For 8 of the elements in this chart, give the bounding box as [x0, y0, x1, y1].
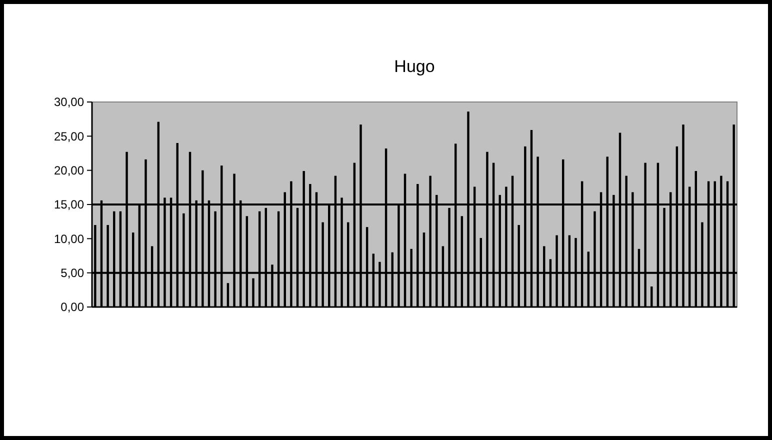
y-tick-label: 0,00 [60, 300, 84, 314]
y-tick-label: 5,00 [60, 266, 84, 280]
y-tick-label: 20,00 [54, 164, 84, 178]
chart-title: Hugo [394, 57, 435, 76]
y-tick-label: 10,00 [54, 232, 84, 246]
y-tick-label: 25,00 [54, 129, 84, 144]
y-tick-label: 30,00 [54, 95, 84, 110]
y-tick-label: 15,00 [54, 198, 84, 212]
